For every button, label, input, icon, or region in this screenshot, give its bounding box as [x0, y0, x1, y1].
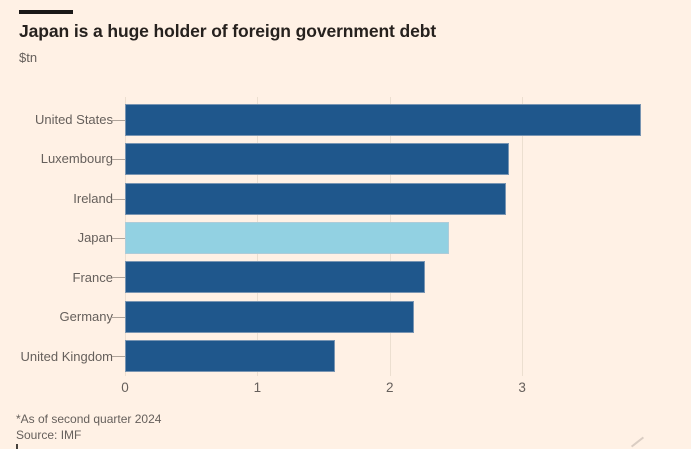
gridline-3 — [522, 97, 524, 376]
cropped-edge-mark — [16, 444, 18, 449]
chart-unit-label: $tn — [19, 50, 38, 65]
bar-united-kingdom — [125, 340, 336, 373]
category-tick — [112, 119, 125, 121]
bar-label: United States — [34, 112, 113, 127]
title-kicker-bar — [19, 10, 73, 14]
x-axis-tick-label-3: 3 — [518, 380, 526, 395]
bar-united-states — [125, 103, 642, 136]
category-tick — [112, 316, 125, 318]
x-axis-tick-label-1: 1 — [253, 380, 262, 395]
bar-label: Ireland — [73, 190, 113, 206]
bar-germany — [125, 300, 414, 333]
x-axis-tick-label-2: 2 — [385, 380, 394, 395]
bar-label: Germany — [59, 309, 113, 325]
bar-label: United Kingdom — [20, 348, 114, 364]
bar-ireland — [125, 182, 507, 215]
bar-france — [125, 261, 426, 294]
bar-label: France — [72, 269, 113, 285]
bar-label: Luxembourg — [40, 151, 113, 167]
x-axis-tick-label-0: 0 — [121, 380, 129, 395]
source-label: Source: IMF — [16, 428, 82, 442]
bar-label: Japan — [77, 230, 113, 246]
category-tick — [112, 198, 125, 200]
category-tick — [112, 238, 125, 239]
chart-title: Japan is a huge holder of foreign govern… — [19, 21, 437, 41]
bar-japan — [125, 222, 450, 254]
category-tick — [112, 159, 125, 161]
footnote: *As of second quarter 2024 — [16, 412, 162, 426]
bar-luxembourg — [125, 143, 509, 176]
category-tick — [112, 356, 125, 358]
category-tick — [112, 277, 125, 279]
